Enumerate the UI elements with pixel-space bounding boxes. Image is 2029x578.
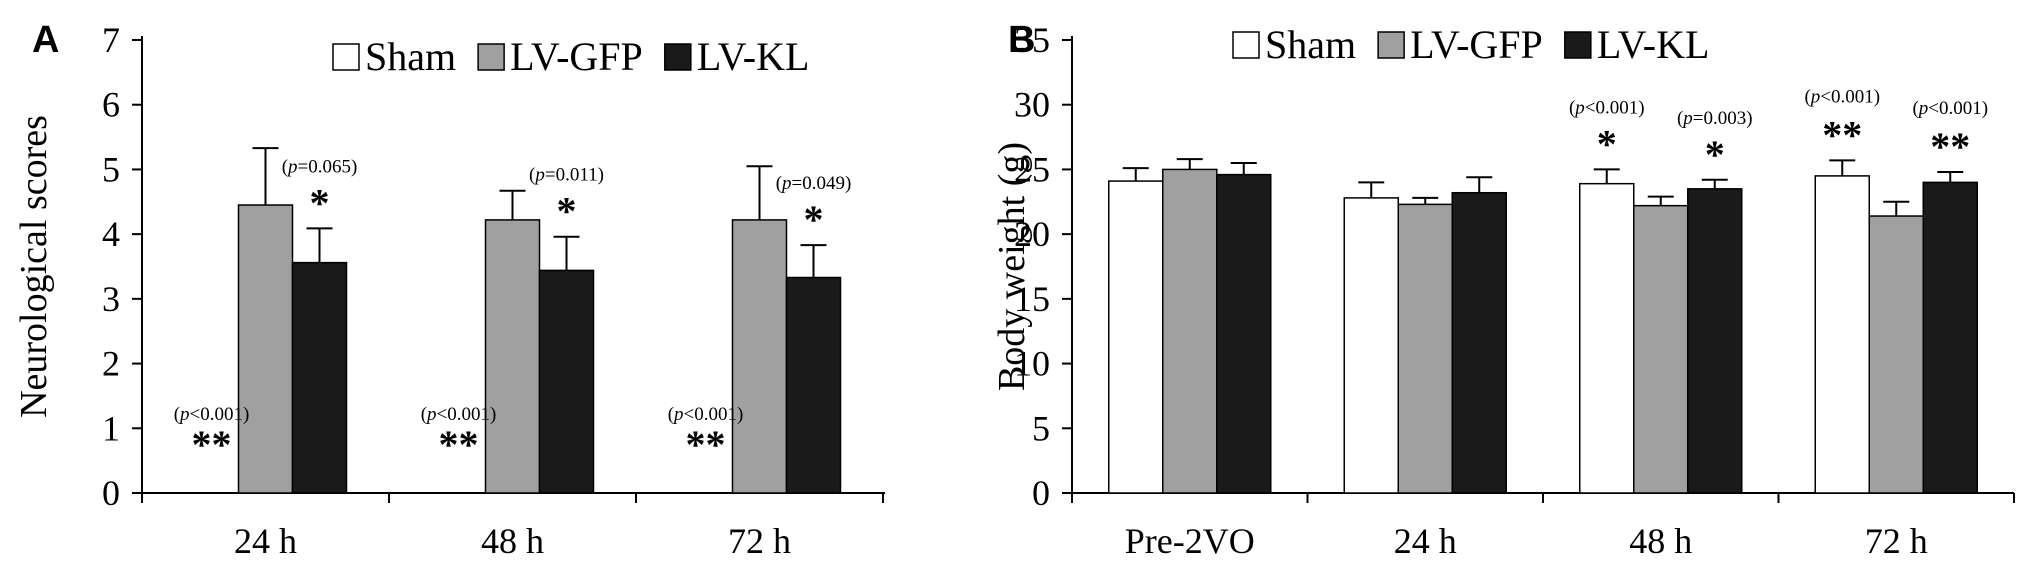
bar-b-lv-kl-2 — [1687, 188, 1743, 494]
p-value-label-b: (p<0.001) — [1804, 86, 1880, 107]
y-tick-label-a: 6 — [102, 85, 120, 125]
bar-b-lv-gfp-2 — [1633, 204, 1689, 494]
p-value-label-a: (p=0.049) — [776, 173, 852, 194]
legend-swatch-b-sham — [1232, 31, 1260, 59]
y-axis-title-a: Neurological scores — [13, 115, 55, 418]
legend-label-b: Sham — [1265, 22, 1356, 67]
bar-b-lv-kl-1 — [1451, 191, 1507, 494]
legend-label-b: LV-KL — [1597, 22, 1710, 67]
y-tick-label-b: 5 — [1032, 408, 1050, 448]
legend-label-b: LV-GFP — [1410, 22, 1543, 67]
y-axis-title-b: Body weight (g) — [991, 142, 1033, 391]
p-value-label-a: (p=0.065) — [282, 156, 358, 177]
bar-a-lv-gfp-2 — [731, 219, 788, 494]
panel-label-b: B — [1008, 19, 1035, 61]
bar-a-lv-gfp-0 — [237, 204, 294, 494]
y-tick-label-a: 3 — [102, 279, 120, 319]
x-tick-label-a: 24 h — [234, 521, 297, 561]
y-tick-label-b: 20 — [1014, 214, 1050, 254]
legend-swatch-a-sham — [332, 43, 360, 71]
y-tick-label-b: 15 — [1014, 279, 1050, 319]
significance-mark-b: ** — [1822, 112, 1862, 157]
bar-b-sham-3 — [1814, 175, 1870, 494]
x-tick-label-b: 24 h — [1394, 521, 1457, 561]
x-tick-label-a: 48 h — [481, 521, 544, 561]
y-tick-label-a: 5 — [102, 149, 120, 189]
legend-label-a: LV-GFP — [510, 34, 643, 79]
p-value-label-a: (p<0.001) — [421, 404, 497, 425]
y-tick-label-a: 1 — [102, 408, 120, 448]
y-tick-label-a: 0 — [102, 473, 120, 513]
y-tick-label-b: 0 — [1032, 473, 1050, 513]
significance-mark-a: ** — [686, 422, 726, 467]
bar-a-lv-kl-0 — [291, 261, 348, 494]
legend-label-a: LV-KL — [697, 34, 810, 79]
x-tick-label-b: Pre-2VO — [1125, 521, 1255, 561]
legend-swatch-a-lv-gfp — [477, 43, 505, 71]
x-tick-label-b: 48 h — [1629, 521, 1692, 561]
bar-b-sham-0 — [1108, 180, 1164, 494]
y-tick-label-a: 2 — [102, 344, 120, 384]
significance-mark-b: * — [1705, 132, 1725, 177]
bar-b-lv-gfp-3 — [1868, 215, 1924, 494]
significance-mark-b: ** — [1930, 124, 1970, 169]
y-tick-label-b: 25 — [1014, 149, 1050, 189]
bar-a-lv-gfp-1 — [484, 219, 541, 494]
panel-a: A Neurological scores 0 1 2 3 4 5 6 7 24 h 48 h 72 h… — [13, 19, 885, 561]
p-value-label-b: (p=0.003) — [1677, 108, 1753, 129]
legend-swatch-b-lv-kl — [1564, 31, 1592, 59]
significance-mark-b: * — [1597, 121, 1617, 166]
p-value-label-a: (p<0.001) — [668, 404, 744, 425]
p-value-label-a: (p<0.001) — [174, 404, 250, 425]
y-tick-label-b: 30 — [1014, 85, 1050, 125]
x-tick-label-a: 72 h — [728, 521, 791, 561]
significance-mark-a: * — [804, 197, 824, 242]
legend-label-a: Sham — [365, 34, 456, 79]
p-value-label-b: (p<0.001) — [1912, 98, 1988, 119]
y-tick-label-a: 7 — [102, 20, 120, 60]
panel-b: B Body weight (g) 0 5 10 15 20 25 30 35 Pre-2VO 24 … — [991, 19, 2015, 561]
bar-a-lv-kl-1 — [538, 269, 595, 494]
p-value-label-b: (p<0.001) — [1569, 97, 1645, 118]
y-tick-label-a: 4 — [102, 214, 120, 254]
bar-b-lv-kl-0 — [1216, 173, 1272, 494]
p-value-label-a: (p=0.011) — [529, 165, 604, 186]
significance-mark-a: ** — [439, 422, 479, 467]
significance-mark-a: * — [310, 180, 330, 225]
legend-swatch-a-lv-kl — [664, 43, 692, 71]
significance-mark-a: ** — [192, 422, 232, 467]
legend-swatch-b-lv-gfp — [1377, 31, 1405, 59]
y-tick-label-b: 10 — [1014, 344, 1050, 384]
bar-b-sham-2 — [1579, 182, 1635, 494]
significance-mark-a: * — [557, 189, 577, 234]
bar-a-lv-kl-2 — [785, 276, 842, 494]
bar-b-lv-kl-3 — [1922, 181, 1978, 494]
x-tick-label-b: 72 h — [1865, 521, 1928, 561]
panel-label-a: A — [32, 19, 59, 61]
bar-b-sham-1 — [1343, 197, 1399, 494]
bar-b-lv-gfp-0 — [1162, 168, 1218, 494]
bar-b-lv-gfp-1 — [1397, 203, 1453, 494]
y-tick-label-b: 35 — [1014, 20, 1050, 60]
